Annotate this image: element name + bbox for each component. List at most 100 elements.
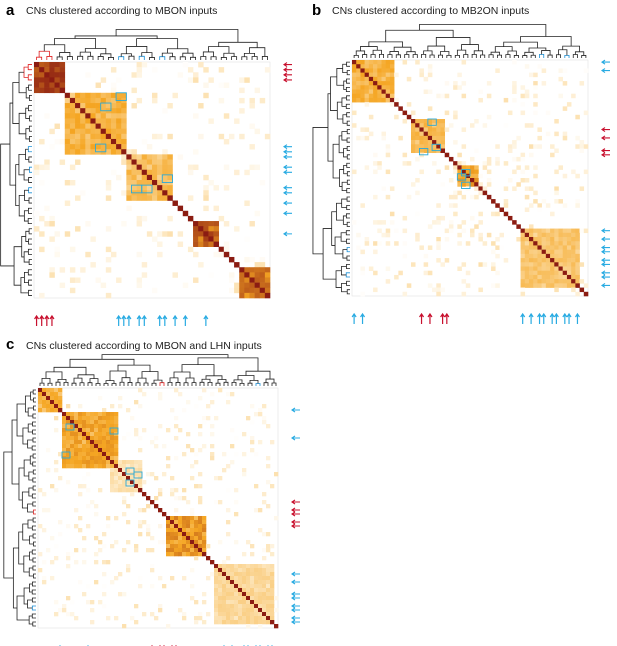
heatmap-cell (59, 138, 66, 145)
heatmap-cell (54, 404, 59, 409)
heatmap-cell (478, 97, 483, 103)
heatmap-cell (520, 228, 526, 234)
heatmap-cell (90, 432, 95, 437)
red-arrow-icon (283, 62, 292, 68)
heatmap-cell (558, 68, 564, 73)
heatmap-cell (250, 616, 255, 621)
heatmap-cell (381, 68, 387, 73)
dendrogram-branch (574, 51, 585, 56)
heatmap-cell (234, 568, 239, 573)
blue-arrow-icon (291, 435, 300, 441)
heatmap-cell (394, 114, 399, 120)
heatmap-cell (82, 428, 87, 433)
heatmap-cell (69, 118, 76, 124)
heatmap-cell (86, 440, 91, 445)
dendrogram-branch (23, 555, 30, 573)
heatmap-cell (571, 169, 576, 175)
heatmap-cell (507, 215, 513, 221)
heatmap-cell (69, 113, 76, 119)
heatmap-cell (194, 532, 199, 537)
heatmap-cell (100, 103, 107, 109)
heatmap-cell (448, 228, 454, 234)
heatmap-cell (356, 232, 361, 238)
heatmap-cell (258, 508, 263, 513)
heatmap-cell (529, 262, 534, 267)
heatmap-cell (254, 508, 259, 513)
heatmap-cell (190, 584, 195, 589)
heatmap-cell (554, 169, 559, 175)
heatmap-cell (258, 620, 263, 625)
heatmap-cell (491, 199, 496, 204)
heatmap-cell (411, 131, 416, 137)
heatmap-cell (105, 246, 112, 253)
heatmap-cell (177, 72, 184, 78)
heatmap-cell (186, 536, 191, 541)
heatmap-cell (154, 444, 159, 449)
heatmap-cell (533, 165, 538, 170)
heatmap-cell (46, 404, 51, 409)
heatmap-cell (198, 528, 203, 533)
heatmap-cell (64, 231, 71, 237)
heatmap-cell (406, 102, 412, 107)
heatmap-cell (258, 576, 263, 581)
heatmap-cell (90, 236, 96, 242)
heatmap-cell (62, 416, 67, 421)
heatmap-cell (364, 72, 370, 78)
heatmap-cell (213, 241, 219, 247)
dendrogram-branch (18, 467, 25, 501)
heatmap-cell (558, 258, 564, 263)
heatmap-cell (562, 203, 568, 208)
heatmap-cell (244, 77, 250, 83)
heatmap-cell (457, 161, 462, 166)
dendrogram-branch (100, 53, 112, 58)
heatmap-cell (218, 576, 223, 581)
heatmap-cell (254, 484, 259, 489)
heatmap-cell (98, 600, 103, 605)
heatmap-cell (170, 524, 175, 529)
heatmap-cell (461, 228, 467, 234)
dendrogram-branch (33, 541, 36, 547)
dendrogram-branch (346, 129, 350, 135)
dendrogram-branch (143, 382, 149, 386)
heatmap-cell (356, 89, 361, 95)
dendrogram-branch (335, 270, 342, 288)
heatmap-cell (152, 92, 158, 99)
heatmap-cell (562, 253, 568, 259)
heatmap-cell (78, 452, 83, 457)
heatmap-cell (234, 436, 239, 441)
heatmap-cell (75, 133, 81, 140)
heatmap-cell (571, 245, 576, 250)
heatmap-cell (138, 448, 143, 453)
heatmap-cell (126, 520, 131, 525)
heatmap-cell (134, 484, 139, 489)
dendrogram-branch (31, 549, 36, 555)
heatmap-cell (114, 412, 119, 417)
heatmap-cell (478, 89, 483, 95)
heatmap-cell (69, 103, 76, 109)
heatmap-cell (187, 195, 194, 201)
heatmap-cell (152, 169, 158, 176)
heatmap-cell (177, 154, 184, 160)
heatmap-cell (214, 500, 219, 505)
dendrogram-branch (437, 54, 444, 58)
heatmap-cell (158, 492, 163, 497)
heatmap-cell (411, 127, 416, 132)
heatmap-cell (202, 420, 207, 425)
heatmap-cell (141, 215, 148, 222)
heatmap-cell (411, 123, 416, 128)
heatmap-cell (116, 277, 122, 283)
heatmap-cell (198, 133, 204, 140)
heatmap-cell (419, 148, 424, 154)
heatmap-cell (141, 195, 148, 201)
heatmap-cell (545, 270, 551, 276)
heatmap-cell (419, 72, 424, 78)
dendrogram-branch (169, 377, 179, 383)
heatmap-cell (174, 540, 179, 545)
heatmap-cell (218, 620, 223, 625)
heatmap-cell (177, 231, 184, 237)
heatmap-cell (222, 596, 227, 601)
dendrogram-branch (562, 45, 580, 52)
heatmap-cell (62, 412, 67, 417)
heatmap-cell (461, 93, 467, 99)
heatmap-cell (242, 612, 247, 617)
